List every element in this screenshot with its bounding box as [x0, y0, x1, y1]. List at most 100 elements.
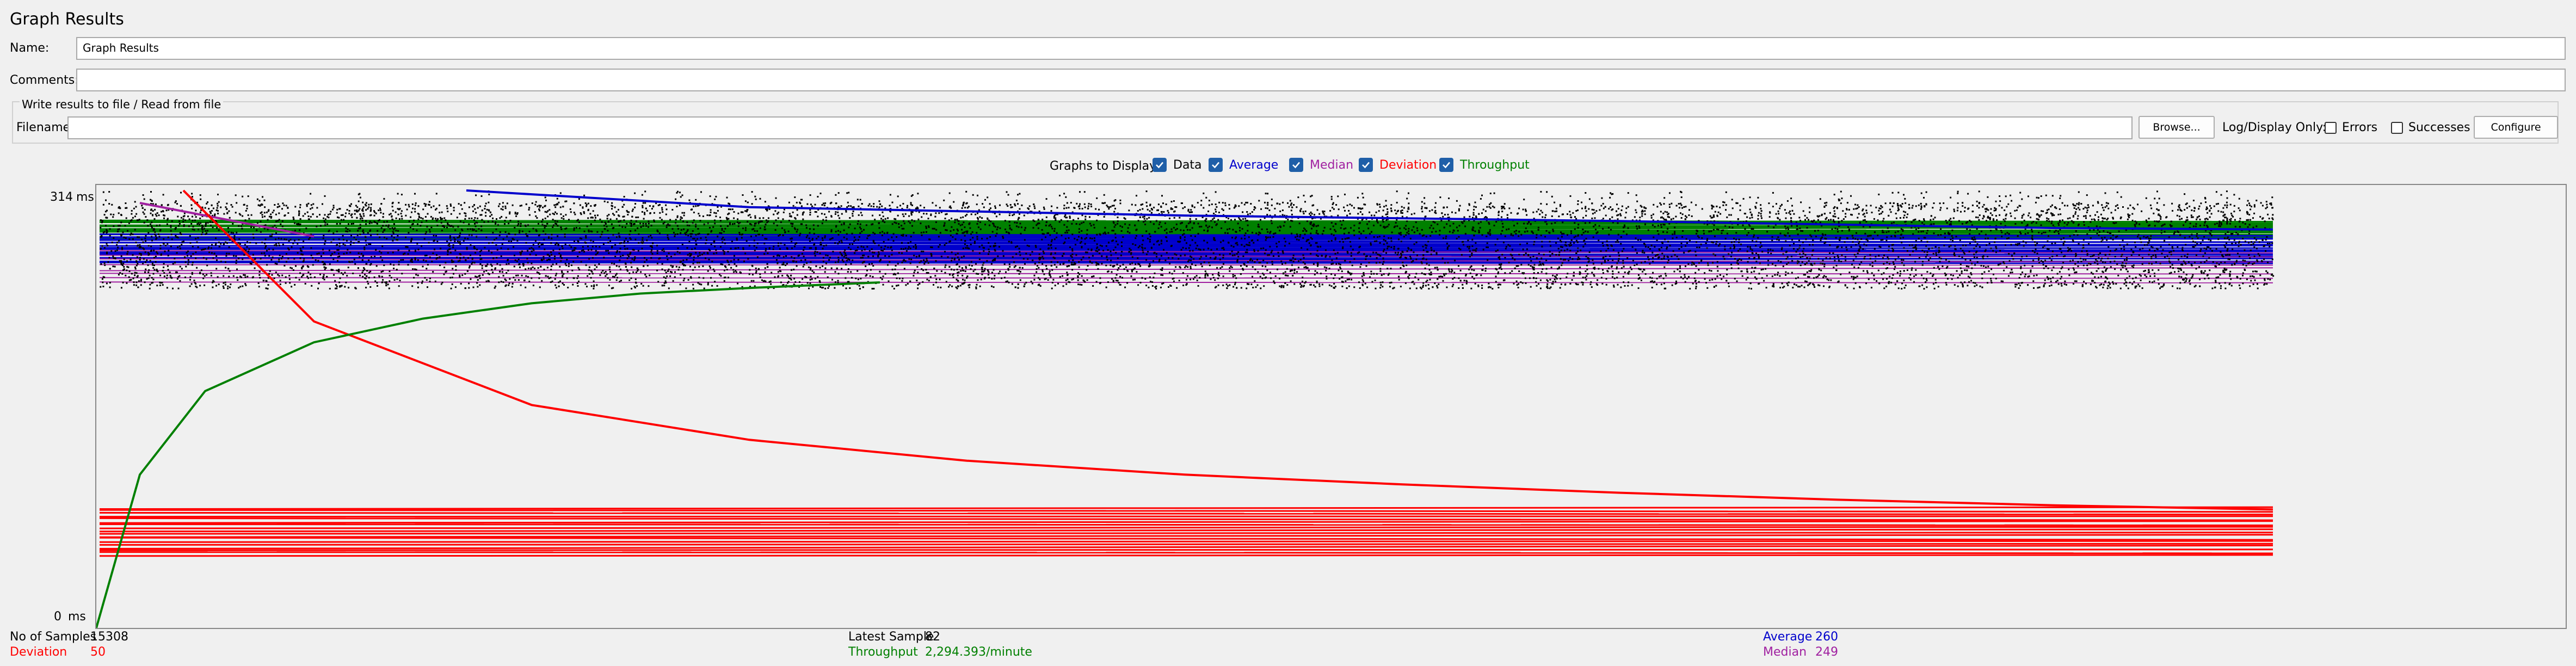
data-point — [1443, 237, 1444, 239]
data-point — [1430, 247, 1432, 249]
checkbox-checked-icon[interactable] — [1209, 158, 1223, 172]
data-point — [195, 283, 197, 285]
graph-option-median[interactable]: Median — [1289, 158, 1353, 172]
data-point — [1254, 268, 1256, 270]
data-point — [217, 212, 219, 214]
data-point — [345, 212, 347, 214]
data-point — [811, 270, 814, 272]
data-point — [1260, 287, 1262, 289]
data-point — [1808, 283, 1810, 285]
data-point — [226, 212, 229, 214]
data-point — [193, 279, 195, 281]
data-point — [459, 235, 461, 237]
data-point — [902, 213, 904, 215]
data-point — [1706, 287, 1709, 289]
successes-checkbox-box[interactable] — [2391, 121, 2403, 134]
data-point — [661, 263, 663, 265]
data-point — [888, 238, 890, 240]
data-point — [1833, 256, 1835, 258]
data-point — [312, 264, 314, 266]
data-point — [1805, 281, 1808, 283]
data-point — [310, 208, 312, 210]
data-point — [873, 203, 875, 205]
data-point — [1964, 253, 1965, 255]
data-point — [1987, 217, 1989, 219]
data-point — [467, 228, 469, 230]
data-point — [624, 245, 626, 247]
checkbox-checked-icon[interactable] — [1439, 158, 1453, 172]
data-point — [1153, 243, 1155, 245]
data-point — [2271, 274, 2272, 276]
data-point — [449, 248, 451, 250]
data-point — [1262, 260, 1265, 261]
data-point — [1577, 256, 1580, 258]
data-point — [1096, 243, 1098, 245]
data-point — [1050, 240, 1052, 243]
graph-option-data[interactable]: Data — [1153, 158, 1202, 172]
data-point — [2127, 213, 2129, 215]
comments-field[interactable] — [76, 69, 2566, 91]
data-point — [1400, 286, 1402, 288]
data-point — [1396, 219, 1398, 221]
data-point — [931, 246, 933, 249]
data-point — [120, 262, 122, 264]
filename-field[interactable] — [67, 116, 2133, 139]
data-point — [723, 239, 725, 241]
data-point — [617, 276, 618, 279]
data-point — [1068, 260, 1070, 262]
data-point — [1636, 225, 1637, 227]
data-point — [1166, 228, 1168, 230]
data-point — [177, 236, 179, 238]
graph-option-deviation[interactable]: Deviation — [1359, 158, 1437, 172]
data-point — [1299, 234, 1302, 236]
data-point — [2226, 221, 2228, 224]
data-point — [951, 226, 953, 228]
data-point — [1055, 247, 1057, 249]
data-point — [983, 250, 985, 252]
data-point — [653, 220, 655, 223]
data-point — [1324, 249, 1327, 251]
data-point — [1517, 287, 1519, 288]
data-point — [1415, 242, 1418, 243]
data-point — [260, 204, 262, 206]
data-point — [1944, 236, 1946, 238]
data-point — [1716, 266, 1718, 268]
series-line — [99, 250, 2273, 255]
checkbox-checked-icon[interactable] — [1153, 158, 1167, 172]
data-point — [1595, 210, 1598, 212]
checkbox-checked-icon[interactable] — [1359, 158, 1373, 172]
graph-option-throughput[interactable]: Throughput — [1439, 158, 1530, 172]
errors-checkbox-box[interactable] — [2325, 121, 2337, 134]
configure-button[interactable]: Configure — [2474, 116, 2558, 139]
data-point — [1169, 272, 1170, 274]
data-point — [1038, 223, 1040, 224]
data-point — [430, 206, 432, 208]
data-point — [1809, 244, 1811, 246]
data-point — [1912, 219, 1914, 221]
data-point — [2043, 231, 2045, 233]
data-point — [1912, 205, 1914, 207]
data-point — [532, 227, 534, 230]
data-point — [1995, 227, 1997, 230]
data-point — [800, 260, 802, 261]
successes-checkbox[interactable]: Successes — [2391, 121, 2470, 134]
graph-option-average[interactable]: Average — [1209, 158, 1278, 172]
checkbox-checked-icon[interactable] — [1289, 158, 1303, 172]
series-line — [99, 231, 2273, 234]
name-field[interactable]: Graph Results — [76, 37, 2566, 60]
data-point — [2203, 224, 2205, 226]
data-point — [1845, 260, 1847, 262]
data-point — [1737, 218, 1739, 220]
data-point — [2058, 232, 2060, 235]
data-point — [366, 270, 368, 272]
errors-checkbox[interactable]: Errors — [2325, 121, 2377, 134]
data-point — [682, 269, 684, 271]
data-point — [2102, 286, 2104, 288]
data-point — [344, 215, 347, 218]
data-point — [103, 247, 106, 249]
data-point — [1473, 278, 1475, 280]
data-point — [253, 226, 255, 229]
data-point — [1204, 270, 1206, 273]
data-point — [200, 209, 202, 211]
browse-button[interactable]: Browse... — [2139, 116, 2215, 139]
